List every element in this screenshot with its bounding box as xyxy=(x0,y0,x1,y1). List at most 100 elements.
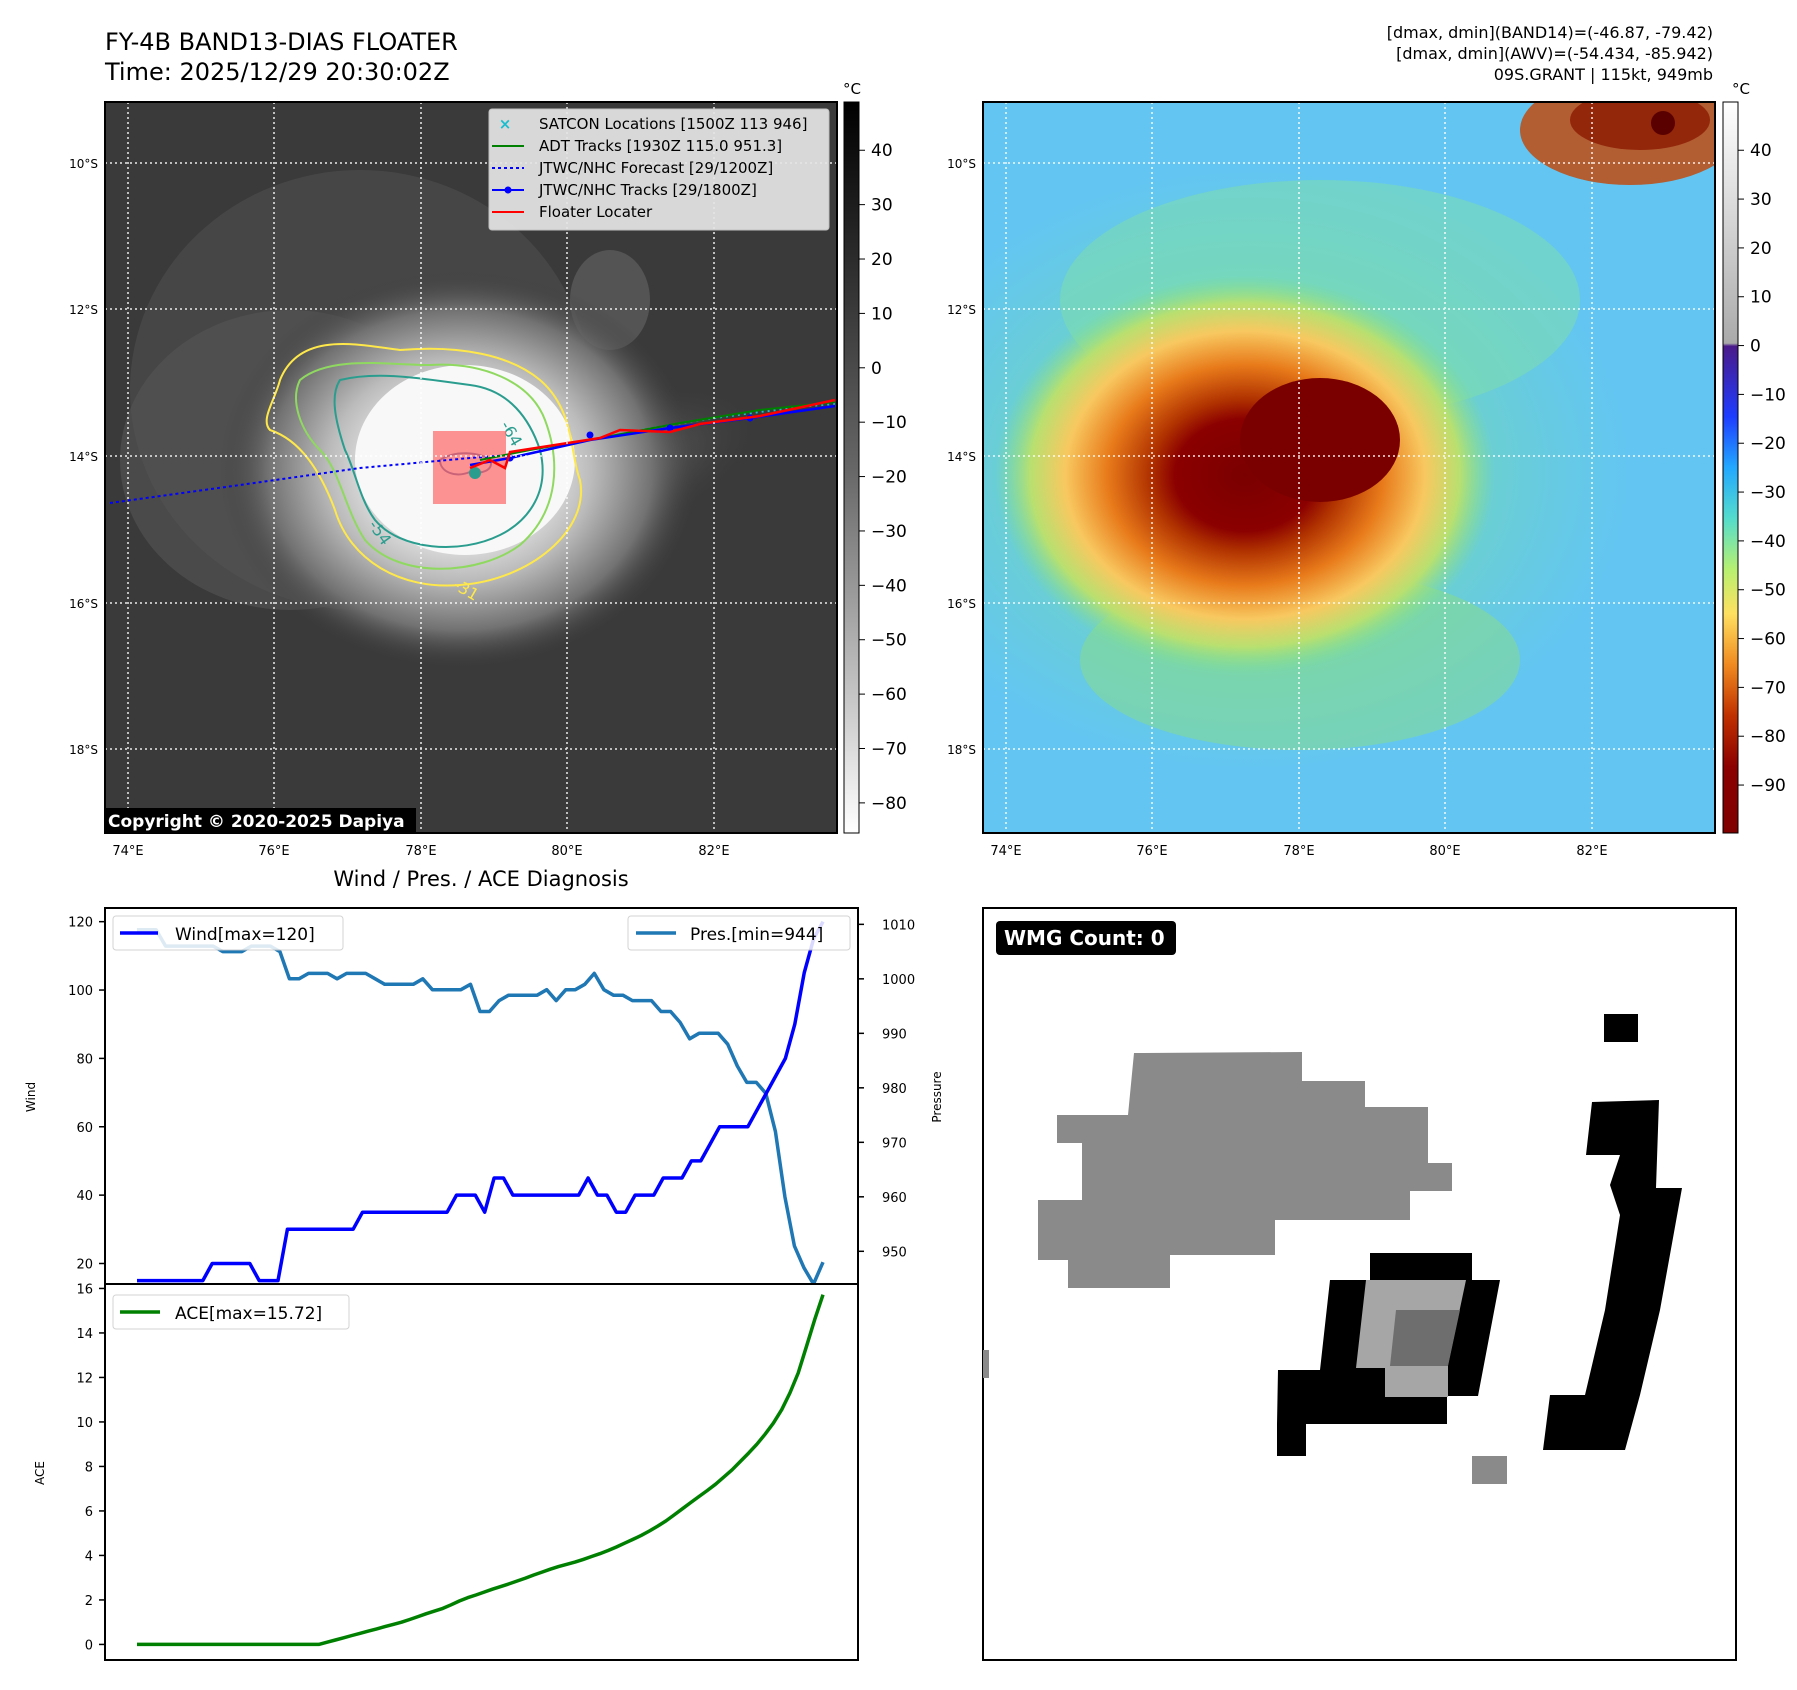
wmg-black-bit xyxy=(1604,1014,1638,1042)
wmg-black-region-right xyxy=(1543,1100,1682,1450)
ace-axis-label: ACE xyxy=(33,1461,47,1485)
diagnosis-title: Wind / Pres. / ACE Diagnosis xyxy=(333,867,628,891)
wind-series-line xyxy=(137,920,825,1283)
y-tick-label: 6 xyxy=(85,1505,93,1520)
wmg-gray-bit xyxy=(1472,1456,1507,1484)
color-gridlines xyxy=(983,102,1715,833)
lon-tick: 74°E xyxy=(990,844,1021,859)
lat-tick: 10°S xyxy=(69,157,98,171)
colorbar-tick-label: −10 xyxy=(1750,385,1786,405)
ace-yaxis-ticks: 0 2 4 6 8 10 12 14 16 xyxy=(76,1282,105,1653)
lat-tick: 16°S xyxy=(69,597,98,611)
pressure-yaxis-ticks: 950 960 970 980 990 1000 1010 xyxy=(858,918,915,1260)
color-lat-ticks: 10°S 12°S 14°S 16°S 18°S xyxy=(947,157,976,757)
y-tick-label: 14 xyxy=(76,1327,93,1342)
colorbar-tick-label: −60 xyxy=(871,685,907,705)
y-tick-label: 80 xyxy=(76,1052,93,1067)
legend-forecast: JTWC/NHC Forecast [29/1200Z] xyxy=(538,159,773,177)
lon-tick: 80°E xyxy=(1429,844,1460,859)
y-tick-label: 20 xyxy=(76,1257,93,1272)
floater-track-line xyxy=(469,398,836,470)
copyright-box xyxy=(105,808,416,833)
colorbar-tick-label: −40 xyxy=(871,576,907,596)
contour-teal xyxy=(333,374,544,548)
storm-info-text: 09S.GRANT | 115kt, 949mb xyxy=(1494,65,1713,84)
colorbar-tick-label: −70 xyxy=(1750,678,1786,698)
gray-colorbar xyxy=(843,101,860,834)
lon-tick: 76°E xyxy=(258,844,289,859)
color-colorbar-ticks: 40 30 20 10 0 −10 −20 −30 −40 −50 −60 −70 −80 −90 xyxy=(1738,141,1786,796)
colorbar-tick-label: 10 xyxy=(871,304,893,324)
legend-adt: ADT Tracks [1930Z 115.0 951.3] xyxy=(539,137,782,155)
color-map-frame xyxy=(982,101,1716,834)
ace-series-line xyxy=(137,1294,825,1647)
lon-tick: 78°E xyxy=(1283,844,1314,859)
floater-box xyxy=(433,431,506,504)
y-tick-label: 2 xyxy=(85,1594,93,1609)
jtwc-track-point xyxy=(586,431,594,439)
wind-pressure-axes xyxy=(104,907,859,1285)
color-colorbar xyxy=(1722,101,1739,834)
ir-lon-ticks: 74°E 76°E 78°E 80°E 82°E xyxy=(112,844,729,859)
jtwc-forecast-line xyxy=(109,454,511,504)
plot-title: FY-4B BAND13-DIAS FLOATER xyxy=(105,28,458,56)
colorbar-tick-label: −20 xyxy=(1750,434,1786,454)
colorbar-tick-label: −30 xyxy=(871,522,907,542)
legend-satcon: SATCON Locations [1500Z 113 946] xyxy=(539,115,807,133)
ace-axes xyxy=(104,1283,859,1661)
lon-tick: 78°E xyxy=(405,844,436,859)
lon-tick: 76°E xyxy=(1136,844,1167,859)
y-tick-label: 0 xyxy=(85,1638,93,1653)
legend-tracks: JTWC/NHC Tracks [29/1800Z] xyxy=(538,181,757,199)
wmg-gray-bit xyxy=(983,1350,989,1378)
pressure-legend-label: Pres.[min=944] xyxy=(690,925,823,945)
colorbar-tick-label: 40 xyxy=(871,141,893,161)
y-tick-label: 100 xyxy=(68,984,93,999)
lon-tick: 80°E xyxy=(551,844,582,859)
colorbar-tick-label: −50 xyxy=(1750,581,1786,601)
y-tick-label: 120 xyxy=(68,916,93,931)
lon-tick: 74°E xyxy=(112,844,143,859)
ace-legend: ACE[max=15.72] xyxy=(112,1294,350,1330)
y-tick-label: 60 xyxy=(76,1121,93,1136)
colorbar-tick-label: −80 xyxy=(871,794,907,814)
legend-floater: Floater Locater xyxy=(539,203,653,221)
wmg-count-text: WMG Count: 0 xyxy=(1004,926,1165,950)
y-tick-label: 40 xyxy=(76,1189,93,1204)
y-tick-label: 4 xyxy=(85,1549,93,1564)
colorbar-tick-label: 20 xyxy=(871,250,893,270)
wind-legend-label: Wind[max=120] xyxy=(175,925,315,945)
dmax-awv-text: [dmax, dmin](AWV)=(-54.434, -85.942) xyxy=(1396,44,1713,63)
lat-tick: 14°S xyxy=(947,450,976,464)
lat-tick: 10°S xyxy=(947,157,976,171)
wmg-count-box xyxy=(996,921,1176,955)
gray-colorbar-ticks: 40 30 20 10 0 −10 −20 −30 −40 −50 −60 −70 −80 xyxy=(859,141,907,814)
colorbar-tick-label: −60 xyxy=(1750,630,1786,650)
wind-legend: Wind[max=120] xyxy=(112,915,344,951)
lat-tick: 18°S xyxy=(947,743,976,757)
colorbar-tick-label: −10 xyxy=(871,413,907,433)
y-tick-label: 970 xyxy=(882,1136,907,1151)
wmg-gray-region xyxy=(1038,1052,1452,1288)
lat-tick: 14°S xyxy=(69,450,98,464)
ir-map: -64 -54 -31 × xyxy=(105,102,837,833)
lon-tick: 82°E xyxy=(698,844,729,859)
colorbar-tick-label: 20 xyxy=(1750,239,1772,259)
colorbar-tick-label: 40 xyxy=(1750,141,1772,161)
y-tick-label: 16 xyxy=(76,1282,93,1297)
lat-tick: 16°S xyxy=(947,597,976,611)
contour-light-green xyxy=(295,362,556,570)
color-colorbar-unit: °C xyxy=(1732,80,1750,98)
colorbar-tick-label: 0 xyxy=(871,359,882,379)
colorbar-tick-label: 10 xyxy=(1750,288,1772,308)
pressure-legend: Pres.[min=944] xyxy=(627,915,851,951)
copyright-text: Copyright © 2020-2025 Dapiya xyxy=(108,812,405,832)
lat-tick: 12°S xyxy=(947,303,976,317)
ir-legend: × SATCON Locations [1500Z 113 946] ADT T… xyxy=(488,108,830,231)
y-tick-label: 12 xyxy=(76,1371,93,1386)
ace-legend-label: ACE[max=15.72] xyxy=(175,1304,322,1324)
colorbar-tick-label: −30 xyxy=(1750,483,1786,503)
y-tick-label: 950 xyxy=(882,1245,907,1260)
y-tick-label: 990 xyxy=(882,1027,907,1042)
